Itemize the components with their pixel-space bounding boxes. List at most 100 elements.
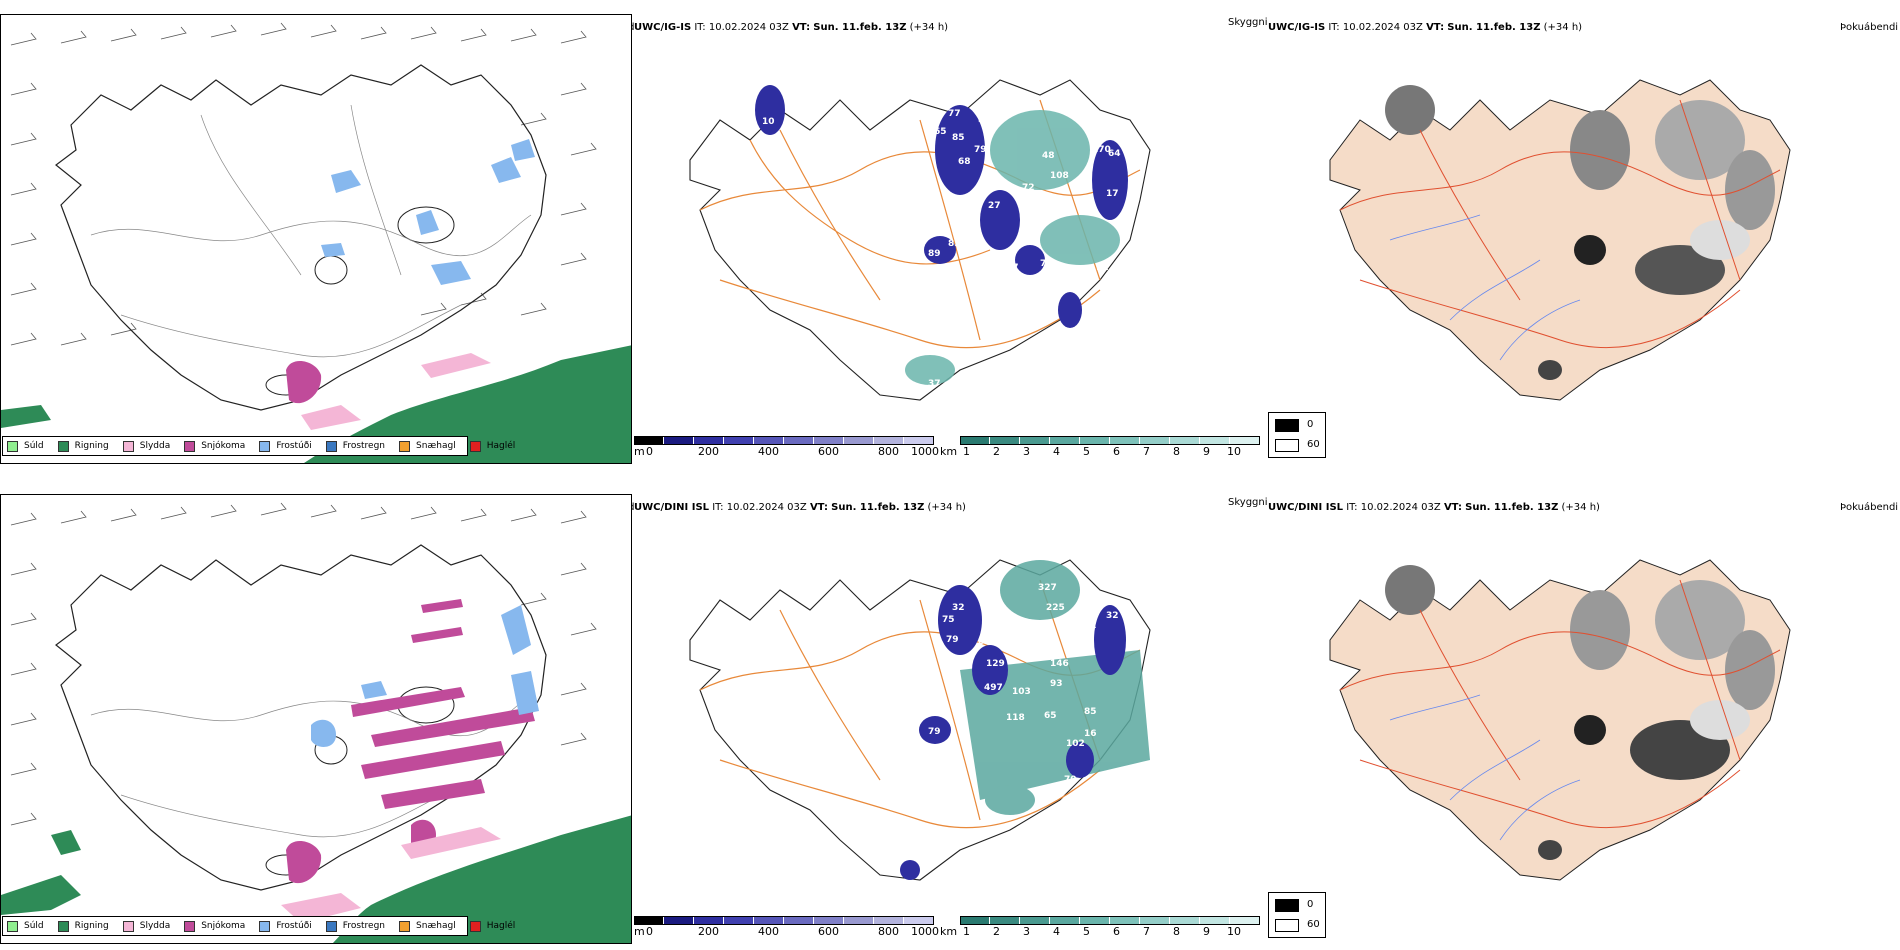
svg-text:75: 75: [942, 615, 955, 625]
model-name: UWC/IG-IS: [634, 22, 692, 33]
svg-text:327: 327: [1038, 583, 1057, 593]
colorbar-tick: 7: [1143, 445, 1150, 458]
svg-text:64: 64: [1108, 149, 1121, 159]
vt-value: Sun. 11.feb. 13Z: [1465, 502, 1559, 513]
precip-areas: [1, 599, 631, 943]
vt-value: Sun. 11.feb. 13Z: [831, 502, 925, 513]
it-label: IT:: [712, 502, 724, 513]
precip-legend: Súld Rigning Slydda Snjókoma Frostúði Fr…: [2, 916, 515, 936]
precip-legend: Súld Rigning Slydda Snjókoma Frostúði Fr…: [2, 436, 515, 456]
legend-item: Snæhagl: [399, 440, 456, 452]
colorbar-tick: 1: [963, 925, 970, 938]
vt-label: VT:: [1426, 22, 1445, 33]
precip-map-frame: [0, 494, 632, 944]
colorbar-tick: 600: [818, 925, 839, 938]
legend-swatch: [259, 440, 271, 452]
colorbar-tick: 4: [1053, 925, 1060, 938]
colorbar-tick: 400: [758, 445, 779, 458]
svg-text:85: 85: [1084, 707, 1097, 717]
legend-swatch: [184, 440, 196, 452]
roads-red: [1339, 99, 1781, 349]
svg-text:108: 108: [1050, 171, 1069, 181]
it-value: 10.02.2024 03Z: [708, 22, 789, 33]
colorbar-tick: 3: [1023, 925, 1030, 938]
colorbar-tick: 0: [646, 445, 653, 458]
legend-item: Súld: [7, 440, 44, 452]
visibility-labels: 327 225 22 32 32 75 79 82 129 146 93 497…: [928, 583, 1119, 785]
visibility-blue: [900, 585, 1126, 880]
colorbar-tick: 10: [1227, 445, 1241, 458]
panel-label-visibility: Skyggni: [1228, 17, 1268, 28]
svg-text:225: 225: [1046, 603, 1065, 613]
cloud-legend-label: 60: [1307, 439, 1320, 450]
legend-item: Slydda: [122, 440, 170, 452]
svg-text:52: 52: [1066, 329, 1079, 339]
it-value: 10.02.2024 03Z: [1342, 22, 1423, 33]
legend-item: Frostúði: [259, 440, 312, 452]
cloud-map: [1300, 40, 1860, 420]
legend-item: Haglél: [469, 440, 515, 452]
roads-red: [1339, 579, 1781, 829]
cloud-shading: [1385, 565, 1775, 860]
svg-text:93: 93: [1050, 679, 1063, 689]
legend-swatch: [57, 920, 69, 932]
row-2: UWC/DINI ISL IT: 10.02.2024 03Z VT: Sun.…: [0, 480, 1900, 950]
svg-text:129: 129: [986, 659, 1005, 669]
colorbar-tick: 6: [1113, 445, 1120, 458]
panel-label-cloud: Þokuábendi: [1840, 22, 1899, 33]
colorbar-meters: m 0 200 400 600 800 1000: [634, 916, 939, 940]
roads: [90, 104, 532, 358]
colorbar-unit: km: [940, 445, 958, 458]
svg-text:85: 85: [952, 133, 965, 143]
barb-row: [10, 82, 597, 346]
legend-item: Súld: [7, 920, 44, 932]
barb-row: [10, 22, 587, 46]
colorbar-tick: 9: [1203, 925, 1210, 938]
colorbar-unit: m: [634, 445, 645, 458]
cloud-legend-label: 60: [1307, 919, 1320, 930]
colorbar-tick: 800: [878, 445, 899, 458]
legend-swatch: [325, 920, 337, 932]
legend-item: Rigning: [57, 920, 109, 932]
lead-time: (+34 h): [1543, 22, 1583, 33]
vt-value: Sun. 11.feb. 13Z: [1447, 22, 1541, 33]
wind-barbs: [10, 502, 597, 826]
precip-map-frame: [0, 14, 632, 464]
vt-label: VT:: [1443, 502, 1462, 513]
rivers: [1389, 214, 1581, 361]
legend-item: Slydda: [122, 920, 170, 932]
svg-text:82: 82: [978, 637, 991, 647]
iceland-outline: [55, 64, 547, 411]
legend-swatch: [399, 920, 411, 932]
colorbar-tick: 600: [818, 445, 839, 458]
svg-text:17: 17: [1106, 189, 1119, 199]
svg-text:48: 48: [1042, 151, 1055, 161]
colorbar-tick: 9: [1203, 445, 1210, 458]
cloud-legend: 0 60: [1268, 412, 1326, 458]
cloud-legend-label: 0: [1307, 899, 1314, 910]
colorbar-unit: km: [940, 925, 958, 938]
legend-item: Snjókoma: [184, 440, 245, 452]
cloud-legend: 0 60: [1268, 892, 1326, 938]
svg-text:91: 91: [1096, 263, 1109, 273]
svg-text:37: 37: [928, 379, 941, 389]
svg-text:72: 72: [1022, 183, 1035, 193]
svg-text:10: 10: [762, 117, 775, 127]
colorbar-tick: 5: [1083, 925, 1090, 938]
colorbar-meters: m 0 200 400 600 800 1000: [634, 436, 939, 460]
svg-text:85: 85: [1022, 215, 1035, 225]
svg-text:103: 103: [1012, 687, 1031, 697]
cloud-legend-label: 0: [1307, 419, 1314, 430]
wind-barbs: [10, 22, 597, 346]
svg-text:79: 79: [928, 727, 941, 737]
row-1: UWC/IG-IS IT: 10.02.2024 03Z VT: Sun. 11…: [0, 0, 1900, 470]
colorbar-unit: m: [634, 925, 645, 938]
iceland-outline: [55, 544, 547, 891]
svg-text:27: 27: [988, 201, 1001, 211]
svg-text:89: 89: [928, 249, 941, 259]
panel-title: UWC/DINI ISL IT: 10.02.2024 03Z VT: Sun.…: [634, 502, 966, 513]
legend-swatch: [184, 920, 196, 932]
svg-text:70: 70: [1064, 775, 1077, 785]
colorbar-tick: 6: [1113, 925, 1120, 938]
svg-text:75: 75: [1040, 259, 1053, 269]
